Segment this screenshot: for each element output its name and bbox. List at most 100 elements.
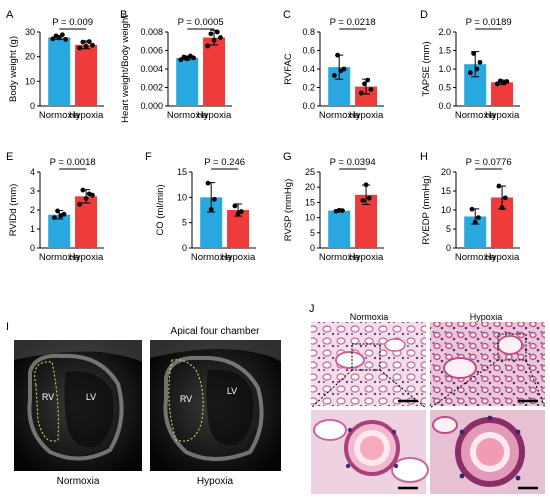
y-tick-label: 0 [310, 243, 315, 253]
panel-letter-i: I [6, 321, 9, 333]
y-tick-label: 20 [25, 52, 35, 62]
data-point [80, 187, 86, 193]
bar-hypoxia [75, 196, 98, 248]
y-tick-label: 3 [30, 186, 35, 196]
y-axis-label: CO (ml/min) [155, 184, 166, 235]
data-point [208, 31, 214, 37]
zoom-line [379, 369, 427, 409]
data-point [476, 215, 481, 221]
bar-hypoxia [491, 197, 514, 248]
data-point [469, 206, 475, 212]
y-tick-label: 0.008 [140, 27, 163, 37]
zoom-line [525, 359, 546, 409]
data-point [332, 73, 337, 78]
category-label: Normoxia [167, 110, 208, 121]
histology-high-normoxia [311, 410, 429, 494]
data-point [496, 183, 502, 189]
p-value-label: P = 0.0189 [466, 17, 512, 28]
p-value-label: P = 0.0776 [466, 157, 512, 168]
rv-label-hypoxia: RV [180, 394, 192, 404]
y-axis-label: RVEDP (mmHg) [421, 175, 432, 244]
data-point [504, 79, 510, 84]
data-point [502, 195, 508, 201]
data-point [468, 70, 473, 76]
y-tick-label: 0.8 [302, 27, 315, 37]
y-tick-label: 0 [30, 101, 35, 111]
data-point [363, 182, 369, 188]
chart-panel-d: D 0.0 0.5 1.0 1.5 2.0 TAPSE (mm) NormoxiaHypoxi… [420, 9, 520, 121]
y-tick-label: 30 [25, 27, 35, 37]
bar-hypoxia [355, 194, 378, 248]
echo-image-normoxia: RV LV [14, 340, 142, 471]
y-axis-label: RVIDd (mm) [8, 184, 19, 237]
bar-hypoxia [203, 37, 226, 106]
data-point [205, 180, 211, 186]
data-point [184, 56, 190, 62]
y-tick-label: 10 [25, 76, 35, 86]
y-axis-label: RVFAC [283, 53, 294, 85]
bar-hypoxia [227, 210, 250, 248]
data-point [61, 211, 67, 217]
bar-normoxia [464, 216, 487, 248]
y-tick-label: 0.0 [302, 101, 315, 111]
data-point [471, 51, 476, 56]
category-label: Normoxia [319, 110, 360, 121]
data-point [63, 37, 68, 42]
data-point [499, 205, 505, 211]
p-value-label: P = 0.0394 [330, 157, 376, 168]
y-tick-label: 2.0 [438, 27, 451, 37]
histology-title-hypoxia: Hypoxia [470, 312, 503, 322]
panel-letter: D [420, 9, 428, 21]
data-point [368, 86, 374, 92]
data-point [55, 208, 60, 214]
panel-letter: G [283, 151, 292, 163]
y-tick-label: 15 [441, 186, 451, 196]
panel-i: I Apical four chamber RV LV RV LV Normox… [6, 321, 281, 487]
data-point [178, 57, 184, 63]
bar-normoxia [328, 210, 351, 248]
y-tick-label: 20 [441, 167, 451, 177]
p-value-label: P = 0.0018 [50, 157, 96, 168]
category-label: Hypoxia [197, 110, 232, 121]
y-tick-label: 2 [30, 205, 35, 215]
y-tick-label: 0.006 [140, 46, 163, 56]
p-value-label: P = 0.0005 [178, 17, 224, 28]
bar-hypoxia [491, 82, 514, 106]
data-point [474, 66, 480, 72]
category-label: Hypoxia [349, 110, 384, 121]
y-tick-label: 1 [30, 224, 35, 234]
y-tick-label: 4 [30, 167, 35, 177]
p-value-label: P = 0.246 [204, 157, 245, 168]
data-point [90, 192, 95, 198]
category-label: Hypoxia [69, 252, 104, 263]
y-tick-label: 0.002 [140, 83, 163, 93]
panel-letter: B [120, 9, 127, 21]
y-tick-label: 0.6 [302, 46, 315, 56]
zoom-line [310, 369, 353, 409]
histology-low-normoxia [311, 322, 426, 406]
data-point [86, 39, 92, 45]
y-tick-label: 20 [305, 182, 315, 192]
data-point [494, 81, 500, 87]
y-tick-label: 5 [446, 224, 451, 234]
data-point [335, 52, 340, 58]
data-point [80, 39, 86, 45]
panel-letter-j: J [309, 303, 315, 315]
category-label: Hypoxia [485, 252, 520, 263]
category-label: Normoxia [319, 252, 360, 263]
panel-letter: C [283, 9, 291, 21]
y-tick-label: 5 [310, 228, 315, 238]
data-point [83, 196, 89, 202]
histology-low-hypoxia [430, 322, 545, 406]
category-label: Normoxia [455, 252, 496, 263]
data-point [341, 66, 347, 72]
data-point [90, 42, 95, 48]
y-tick-label: 0.004 [140, 64, 163, 74]
y-tick-label: 0.4 [302, 64, 315, 74]
data-point [366, 195, 372, 201]
